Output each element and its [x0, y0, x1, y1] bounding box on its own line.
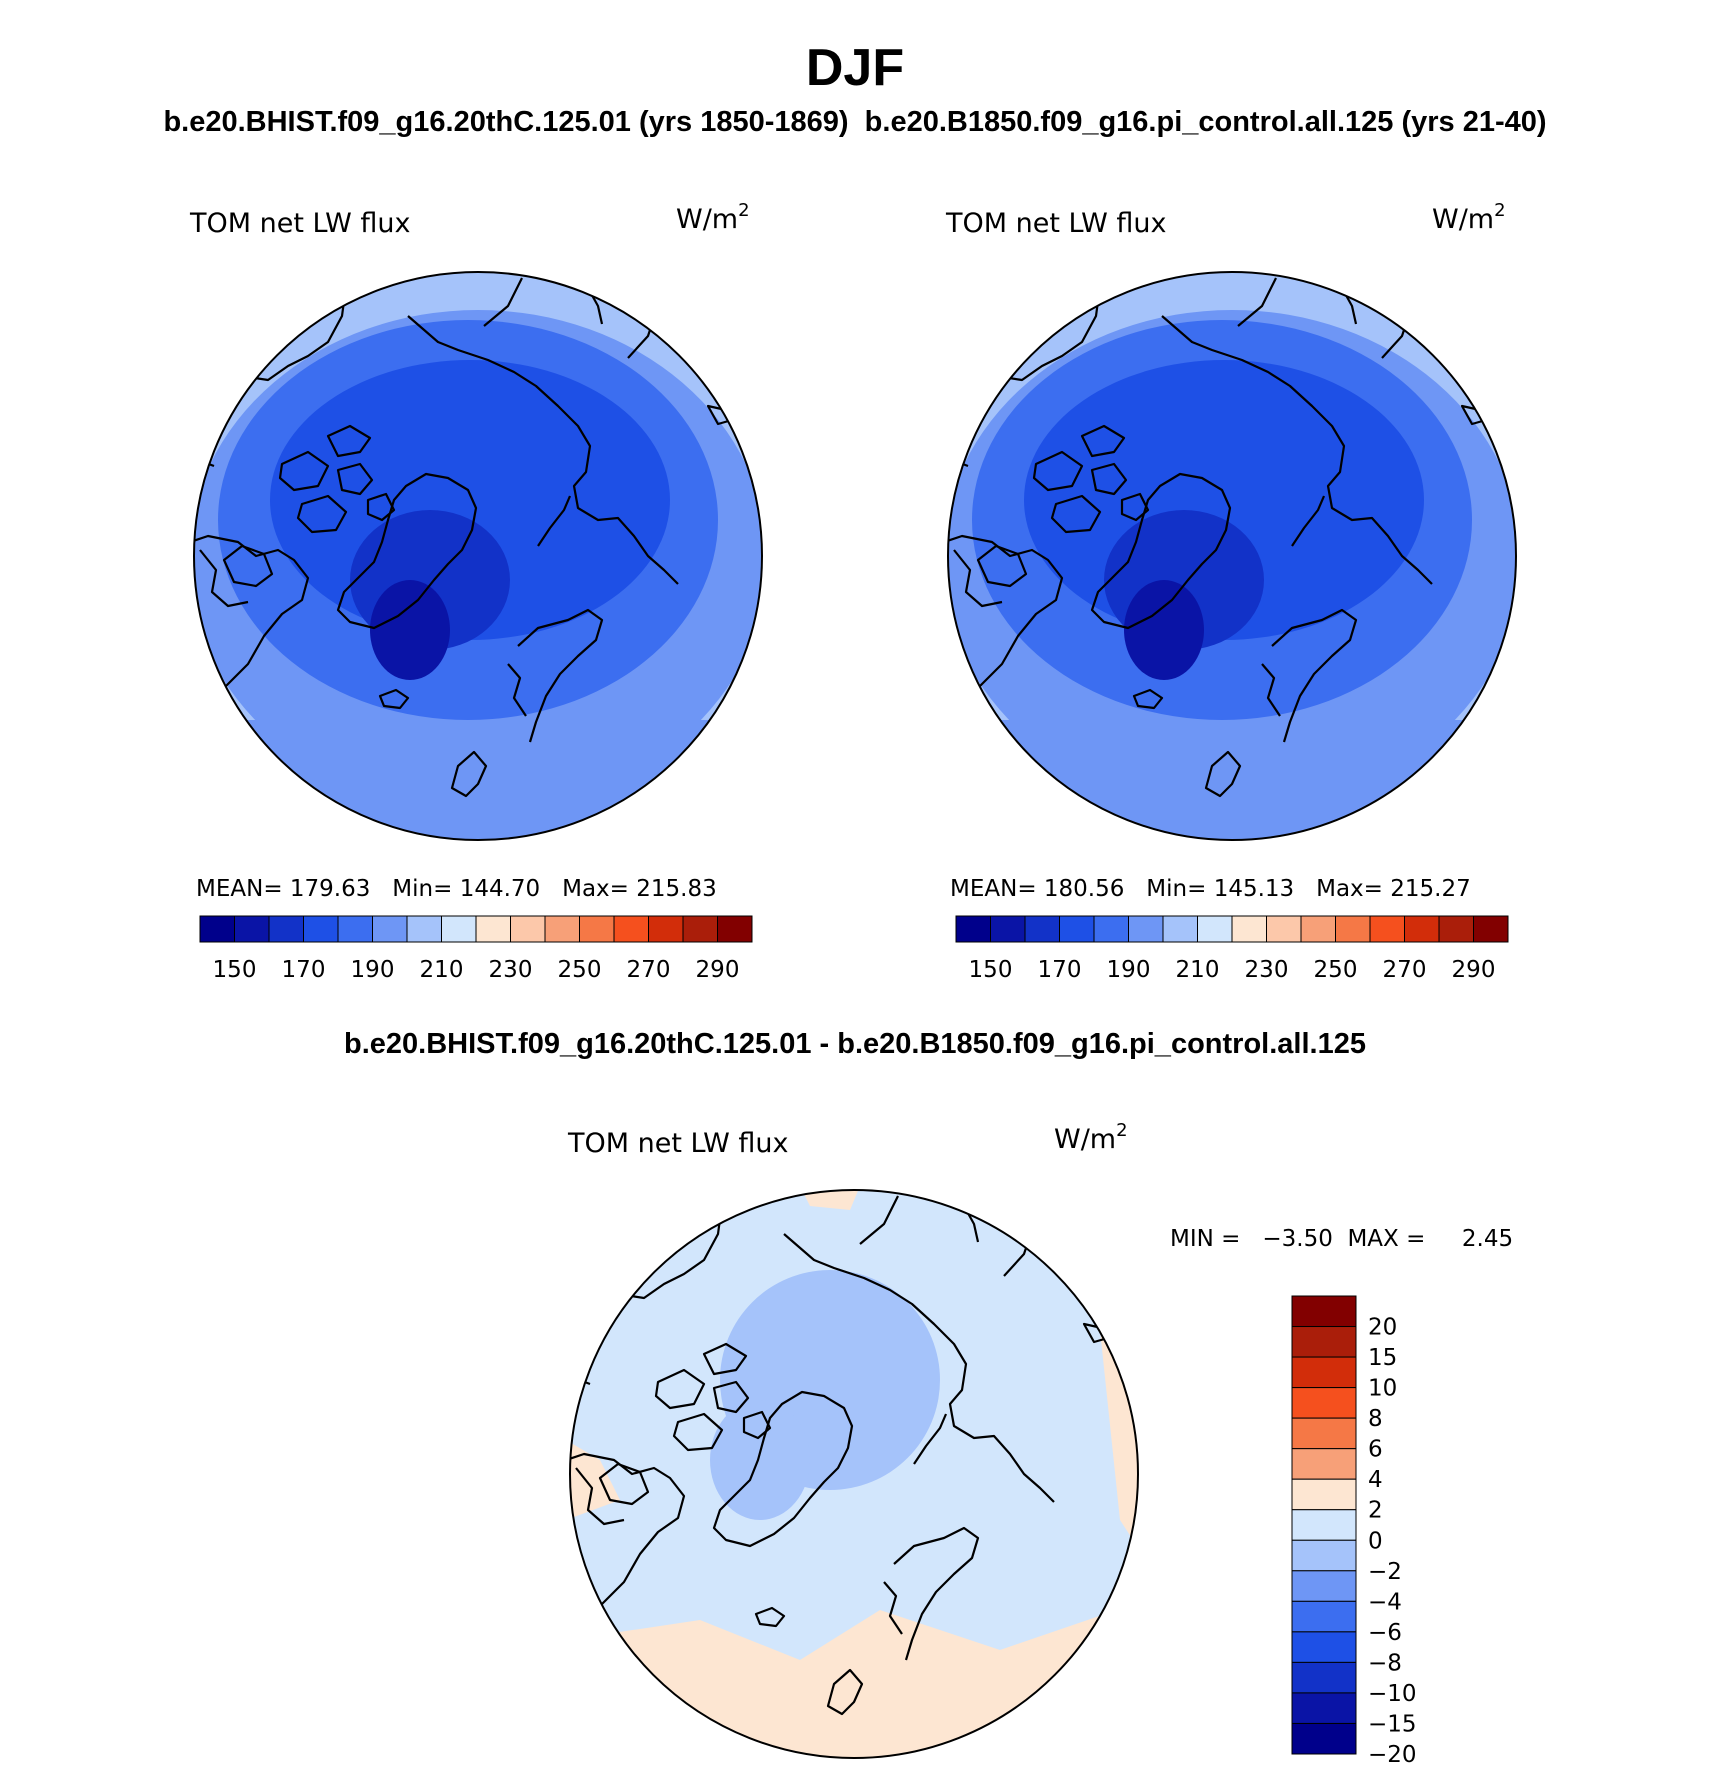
colorbar-swatch: [1291, 1631, 1357, 1663]
colorbar-tick-label: 0: [1368, 1528, 1383, 1554]
colorbar-swatch: [1197, 915, 1233, 943]
colorbar-tick-label: 8: [1368, 1406, 1383, 1432]
colorbar-tick-label: 6: [1368, 1437, 1383, 1463]
colorbar-swatch: [1291, 1448, 1357, 1480]
difference-title: b.e20.BHIST.f09_g16.20thC.125.01 - b.e20…: [344, 1028, 1366, 1060]
colorbar-tick-label: −15: [1368, 1711, 1417, 1737]
panel2-stats: MEAN= 180.56 Min= 145.13 Max= 215.27: [950, 876, 1471, 902]
colorbar-tick-label: 230: [1245, 957, 1289, 983]
colorbar-tick-label: 290: [1452, 957, 1496, 983]
colorbar-tick-label: −2: [1368, 1559, 1402, 1585]
colorbar-swatch: [1291, 1539, 1357, 1572]
colorbar-swatch: [648, 915, 684, 943]
colorbar-swatch: [1291, 1356, 1357, 1389]
colorbar-swatch: [372, 915, 408, 943]
colorbar-tick-label: 250: [1314, 957, 1358, 983]
colorbar-tick-label: 270: [1383, 957, 1427, 983]
colorbar-swatch: [337, 915, 373, 943]
colorbar-swatch: [1231, 915, 1267, 943]
colorbar-swatch: [1335, 915, 1371, 943]
colorbar-tick-label: 150: [969, 957, 1013, 983]
colorbar-swatch: [1404, 915, 1440, 943]
colorbar-tick-label: 170: [282, 957, 326, 983]
colorbar-swatch: [1291, 1661, 1357, 1694]
colorbar-swatch: [1473, 915, 1509, 943]
colorbar-swatch: [1024, 915, 1060, 943]
figure-title: DJF: [805, 39, 905, 97]
colorbar-swatch: [1291, 1295, 1357, 1328]
panel1-stats: MEAN= 179.63 Min= 144.70 Max= 215.83: [196, 876, 717, 902]
panel3-minmax: MIN = −3.50 MAX = 2.45: [1170, 1226, 1513, 1252]
colorbar-swatch: [1266, 915, 1302, 943]
colorbar-tick-label: 190: [1107, 957, 1151, 983]
colorbar-tick-label: 20: [1368, 1315, 1397, 1341]
colorbar-swatch: [1291, 1387, 1357, 1419]
colorbar-swatch: [1291, 1600, 1357, 1633]
panel2-units: W/m2: [1432, 200, 1506, 235]
colorbar-tick-label: 210: [1176, 957, 1220, 983]
colorbar-swatch: [1291, 1692, 1357, 1724]
colorbar-swatch: [475, 915, 511, 943]
colorbar-swatch: [510, 915, 546, 943]
colorbar-swatch: [199, 915, 235, 943]
colorbar-swatch: [303, 915, 339, 943]
panel1-variable: TOM net LW flux: [189, 208, 410, 239]
colorbar-swatch: [990, 915, 1026, 943]
colorbar-swatch: [1128, 915, 1164, 943]
colorbar-tick-label: 2: [1368, 1498, 1383, 1524]
colorbar-swatch: [1059, 915, 1095, 943]
colorbar-swatch: [682, 915, 718, 943]
colorbar-tick-label: 210: [420, 957, 464, 983]
colorbar-tick-label: 15: [1368, 1345, 1397, 1371]
colorbar-tick-label: 230: [489, 957, 533, 983]
colorbar-swatch: [717, 915, 753, 943]
colorbar-swatch: [1291, 1722, 1357, 1755]
colorbar-swatch: [1291, 1417, 1357, 1450]
colorbar-swatch: [1162, 915, 1198, 943]
colorbar-swatch: [268, 915, 304, 943]
top-row-title: b.e20.BHIST.f09_g16.20thC.125.01 (yrs 18…: [163, 106, 1547, 138]
colorbar-tick-label: −20: [1368, 1742, 1417, 1766]
colorbar-swatch: [1438, 915, 1474, 943]
colorbar-tick-label: −10: [1368, 1681, 1417, 1707]
colorbar-swatch: [1291, 1326, 1357, 1358]
colorbar-tick-label: 150: [213, 957, 257, 983]
colorbar-swatch: [1093, 915, 1129, 943]
colorbar-tick-label: 10: [1368, 1376, 1397, 1402]
colorbar-swatch: [544, 915, 580, 943]
panel1-units: W/m2: [676, 200, 750, 235]
map-panel-diff: [569, 1189, 1139, 1759]
colorbar-tick-label: 190: [351, 957, 395, 983]
colorbar-swatch: [1291, 1570, 1357, 1602]
map-panel-2: [947, 271, 1517, 841]
colorbar-swatch: [1291, 1478, 1357, 1511]
colorbar-tick-label: −6: [1368, 1620, 1402, 1646]
colorbar-swatch: [234, 915, 270, 943]
panel3-variable: TOM net LW flux: [567, 1128, 788, 1159]
colorbar-tick-label: 4: [1368, 1467, 1383, 1493]
colorbar-panel1: 150 170 190 210 230 250 270 290: [199, 915, 753, 983]
colorbar-swatch: [613, 915, 649, 943]
colorbar-tick-label: −4: [1368, 1589, 1402, 1615]
colorbar-tick-label: 170: [1038, 957, 1082, 983]
colorbar-swatch: [579, 915, 615, 943]
colorbar-swatch: [1300, 915, 1336, 943]
colorbar-swatch: [441, 915, 477, 943]
colorbar-swatch: [406, 915, 442, 943]
panel2-variable: TOM net LW flux: [945, 208, 1166, 239]
map-panel-1: [193, 271, 763, 841]
colorbar-swatch: [1291, 1509, 1357, 1541]
colorbar-swatch: [1369, 915, 1405, 943]
colorbar-tick-label: 290: [696, 957, 740, 983]
colorbar-swatch: [955, 915, 991, 943]
colorbar-tick-label: 270: [627, 957, 671, 983]
colorbar-tick-label: −8: [1368, 1650, 1402, 1676]
colorbar-panel2: 150 170 190 210 230 250 270 290: [955, 915, 1509, 983]
colorbar-tick-label: 250: [558, 957, 602, 983]
panel3-units: W/m2: [1054, 1120, 1128, 1155]
